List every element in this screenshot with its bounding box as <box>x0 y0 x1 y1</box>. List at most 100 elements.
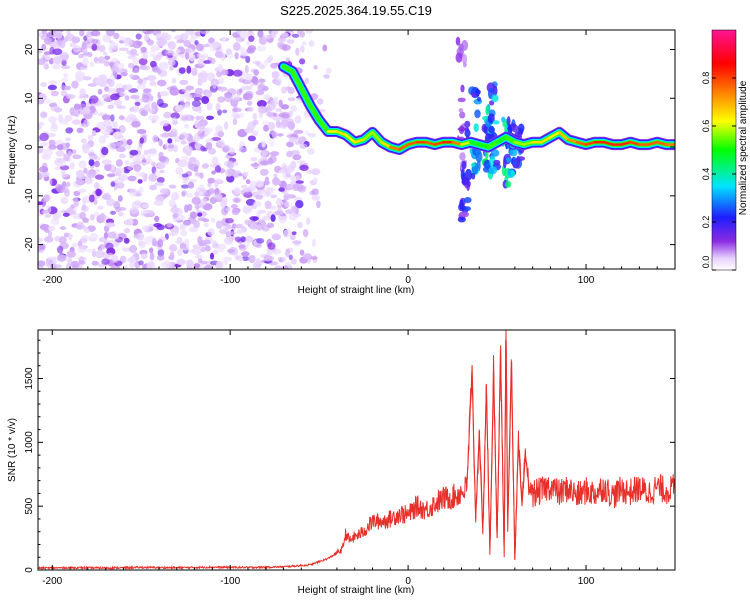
noise-blob <box>206 72 216 81</box>
y-tick-label: -10 <box>24 188 35 203</box>
snr-series-line <box>38 339 675 570</box>
noise-blob <box>255 90 265 96</box>
noise-blob <box>77 245 87 253</box>
noise-blob <box>231 208 240 216</box>
noise-blob <box>38 98 45 105</box>
noise-blob <box>202 239 211 245</box>
noise-blob <box>79 30 85 37</box>
noise-blob <box>205 138 214 143</box>
noise-blob <box>54 236 61 242</box>
noise-blob <box>259 160 270 166</box>
noise-blob <box>179 242 187 249</box>
noise-blob <box>216 194 223 199</box>
noise-blob <box>79 123 87 128</box>
noise-blob <box>200 145 206 152</box>
noise-blob <box>78 256 87 261</box>
noise-blob <box>185 192 193 198</box>
colorbar-tick-label: 0.4 <box>701 168 711 181</box>
noise-blob <box>291 231 297 236</box>
burst-blob <box>485 105 490 116</box>
noise-blob <box>225 207 231 212</box>
noise-blob <box>80 138 88 144</box>
noise-blob <box>124 95 130 101</box>
ridge-core-segment <box>353 138 365 144</box>
y-tick-label: 0 <box>24 567 35 573</box>
noise-blob <box>230 204 238 209</box>
noise-blob <box>208 147 216 155</box>
noise-blob <box>71 109 79 117</box>
noise-blob <box>41 43 47 51</box>
noise-blob <box>75 75 84 82</box>
x-tick-label: -200 <box>42 275 62 286</box>
ridge-core-segment <box>397 143 410 151</box>
noise-blob <box>227 231 237 236</box>
noise-blob <box>217 63 223 73</box>
noise-blob <box>278 187 285 192</box>
noise-blob <box>262 35 272 40</box>
noise-blob <box>52 48 63 56</box>
noise-blob <box>144 34 150 42</box>
ridge-core-segment <box>389 145 401 151</box>
noise-blob <box>65 181 71 187</box>
noise-blob <box>59 161 66 167</box>
noise-blob <box>103 51 108 56</box>
ridge-core-segment <box>344 133 356 144</box>
noise-blob <box>281 256 286 263</box>
noise-blob <box>222 109 228 114</box>
noise-blob <box>127 62 135 69</box>
noise-blob <box>148 108 156 114</box>
noise-blob <box>73 45 82 53</box>
noise-blob <box>139 30 147 33</box>
noise-blob <box>299 58 306 65</box>
noise-blob <box>101 146 109 156</box>
noise-blob <box>124 159 130 166</box>
noise-blob <box>55 183 64 192</box>
noise-blob <box>175 49 181 54</box>
noise-blob <box>181 191 186 197</box>
noise-blob <box>78 259 86 265</box>
noise-blob <box>197 130 206 137</box>
noise-blob <box>228 147 236 155</box>
noise-blob <box>312 238 317 247</box>
noise-blob <box>40 82 47 87</box>
noise-blob <box>68 232 73 241</box>
noise-blob <box>43 236 54 243</box>
noise-blob <box>48 256 54 261</box>
snr-x-ticks: -200 -100 0 100 <box>42 330 658 587</box>
noise-blob <box>299 164 309 171</box>
burst-blob <box>458 43 464 51</box>
noise-blob <box>289 175 296 181</box>
noise-blob <box>172 214 178 219</box>
noise-blob <box>140 46 147 53</box>
noise-blob <box>113 32 120 40</box>
noise-blob <box>44 213 52 218</box>
burst-blob <box>488 125 495 133</box>
noise-blob <box>217 86 228 92</box>
noise-blob <box>94 160 100 168</box>
noise-blob <box>275 179 282 185</box>
snr-y-ticks: 0 500 1000 1500 <box>24 339 675 573</box>
noise-blob <box>118 125 126 134</box>
noise-blob <box>287 121 296 130</box>
noise-blob <box>270 151 280 157</box>
y-tick-label: 0 <box>24 144 35 150</box>
noise-blob <box>66 30 71 36</box>
noise-blob <box>168 198 176 208</box>
noise-blob <box>179 79 189 86</box>
noise-blob <box>171 30 176 33</box>
noise-blob <box>232 118 238 126</box>
noise-blob <box>180 99 185 107</box>
noise-blob <box>110 210 116 215</box>
noise-blob <box>43 37 52 45</box>
noise-blob <box>277 36 287 43</box>
noise-blob <box>176 236 183 243</box>
noise-blob <box>191 196 201 205</box>
noise-blob <box>286 167 293 175</box>
noise-blob <box>233 161 239 167</box>
noise-blob <box>256 100 267 108</box>
noise-blob <box>87 134 94 140</box>
noise-blob <box>221 37 227 42</box>
noise-blob <box>240 236 246 243</box>
noise-blob <box>150 60 157 68</box>
